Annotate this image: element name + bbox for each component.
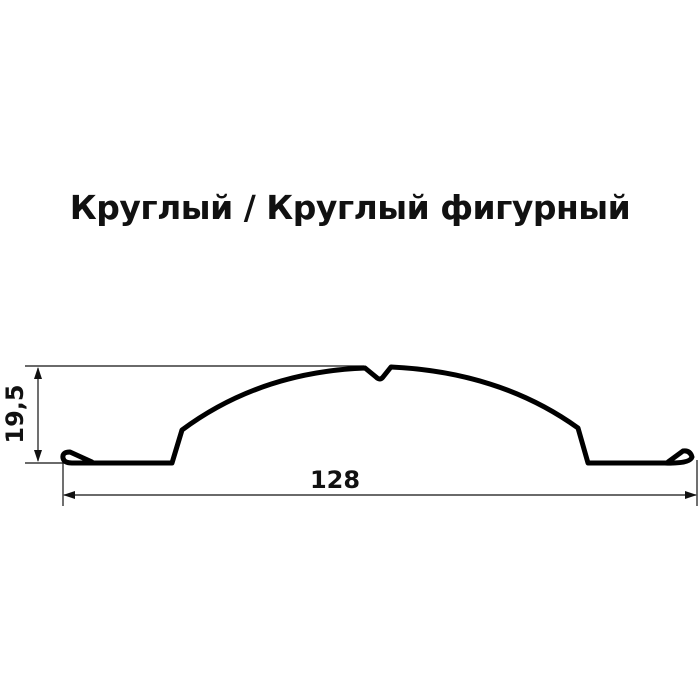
width-dimension-label: 128 [310, 466, 360, 494]
diagram-title: Круглый / Круглый фигурный [69, 188, 631, 227]
height-dimension-label: 19,5 [1, 384, 29, 443]
profile-outline [60, 364, 695, 466]
